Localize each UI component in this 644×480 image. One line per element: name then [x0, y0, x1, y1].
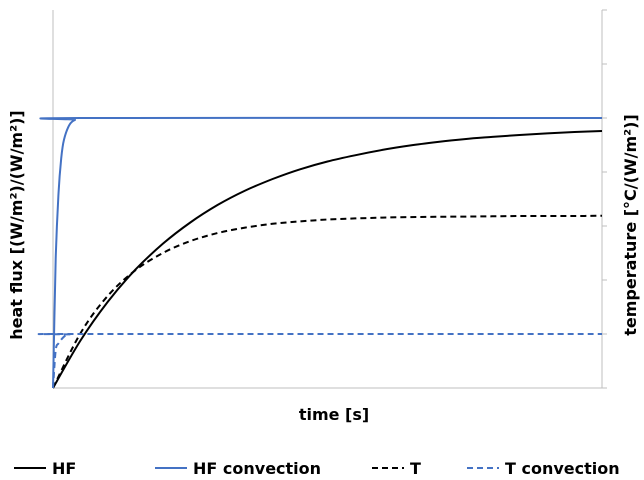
x-axis-title: time [s]: [299, 405, 369, 424]
right-y-axis-title: temperature [°C/(W/m²)]: [621, 114, 640, 336]
series-line-t-convection: [37, 332, 603, 389]
series-line-t: [52, 214, 603, 389]
left-y-axis-title: heat flux [(W/m²)/(W/m²)]: [7, 110, 26, 339]
legend-label: T: [410, 459, 421, 478]
legend-item-t-convection: T convection: [467, 459, 620, 478]
legend: HF HF convection T T convection: [14, 459, 620, 478]
legend-item-hf-convection: HF convection: [155, 459, 321, 478]
series-line-hf: [52, 130, 603, 389]
series-layer: [37, 116, 603, 389]
axes: [52, 9, 607, 389]
series-line-hf-convection: [39, 116, 603, 389]
legend-item-t: T: [372, 459, 421, 478]
legend-label: HF convection: [193, 459, 321, 478]
legend-item-hf: HF: [14, 459, 76, 478]
legend-label: T convection: [505, 459, 620, 478]
legend-label: HF: [52, 459, 76, 478]
